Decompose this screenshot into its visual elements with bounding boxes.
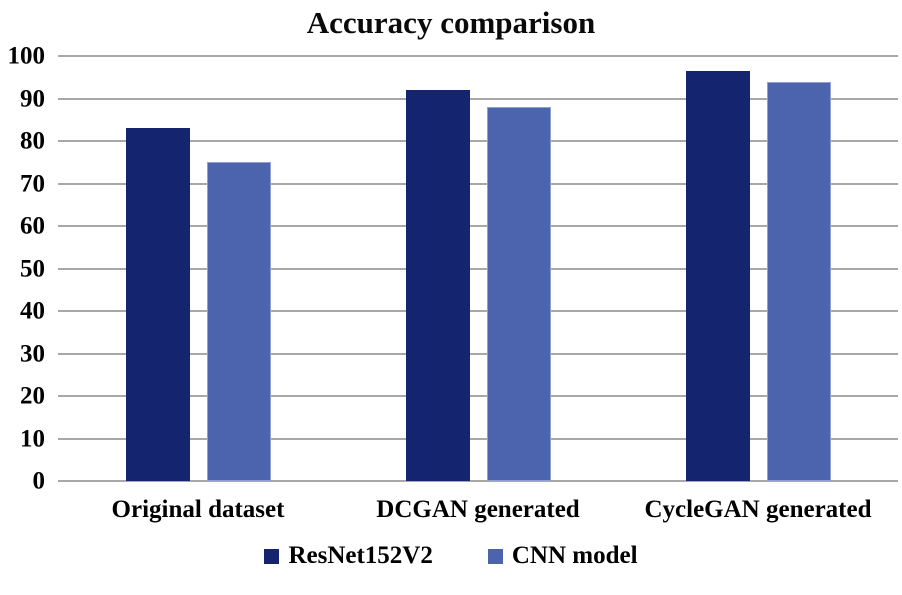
legend-swatch-resnet152v2 [264, 548, 280, 564]
legend-label: CNN model [511, 542, 638, 569]
bar-resnet152v2-dcgan-generated [405, 90, 470, 481]
bar-group-original-dataset [125, 56, 271, 481]
y-tick-label: 10 [20, 425, 45, 452]
y-tick-label: 0 [32, 467, 46, 495]
bar-group-dcgan-generated [405, 56, 551, 481]
gridline [58, 395, 898, 397]
y-tick-label: 50 [20, 255, 45, 282]
y-tick-label: 40 [20, 297, 45, 325]
x-labels: Original dataset DCGAN generated CycleGAN … [58, 496, 898, 524]
gridline [58, 97, 898, 100]
y-axis: 100 90 80 70 60 50 40 30 20 10 0 [0, 44, 58, 494]
bar-cnn-model-dcgan-generated [486, 107, 551, 481]
bar-cnn-model-original-dataset [206, 162, 271, 481]
y-tick-label: 20 [20, 382, 45, 410]
gridlines [58, 55, 898, 482]
y-tick-label: 60 [20, 212, 45, 240]
gridline [58, 267, 898, 270]
legend-item-cnn-model: CNN model [487, 542, 638, 570]
y-tick-label: 100 [7, 42, 46, 70]
bar-groups [58, 56, 898, 481]
legend-item-resnet152v2: ResNet152V2 [264, 542, 433, 570]
gridline [58, 480, 898, 482]
gridline [58, 55, 898, 57]
plot-area [58, 55, 898, 482]
gridline [58, 182, 898, 185]
y-tick-label: 30 [20, 340, 45, 367]
gridline [58, 310, 898, 312]
gridline [58, 140, 898, 142]
chart-title: Accuracy comparison [306, 5, 596, 40]
bar-cnn-model-cyclegan-generated [766, 81, 831, 481]
bar-group-cyclegan-generated [685, 56, 831, 481]
x-category-label: Original dataset [111, 496, 285, 523]
legend-swatch-cnn-model [487, 548, 503, 564]
legend-label: ResNet152V2 [288, 542, 433, 569]
gridline [58, 225, 898, 227]
gridline [58, 437, 898, 440]
bar-resnet152v2-original-dataset [125, 128, 190, 481]
legend: ResNet152V2 CNN model [0, 542, 902, 570]
y-tick-label: 80 [20, 127, 45, 155]
plot-row: 100 90 80 70 60 50 40 30 20 10 0 [0, 44, 902, 494]
x-category-label: DCGAN generated [376, 496, 580, 523]
bar-resnet152v2-cyclegan-generated [685, 70, 750, 481]
y-tick-label: 70 [20, 170, 45, 197]
x-category-label: CycleGAN generated [644, 496, 872, 523]
y-tick-label: 90 [20, 85, 45, 112]
gridline [58, 352, 898, 355]
